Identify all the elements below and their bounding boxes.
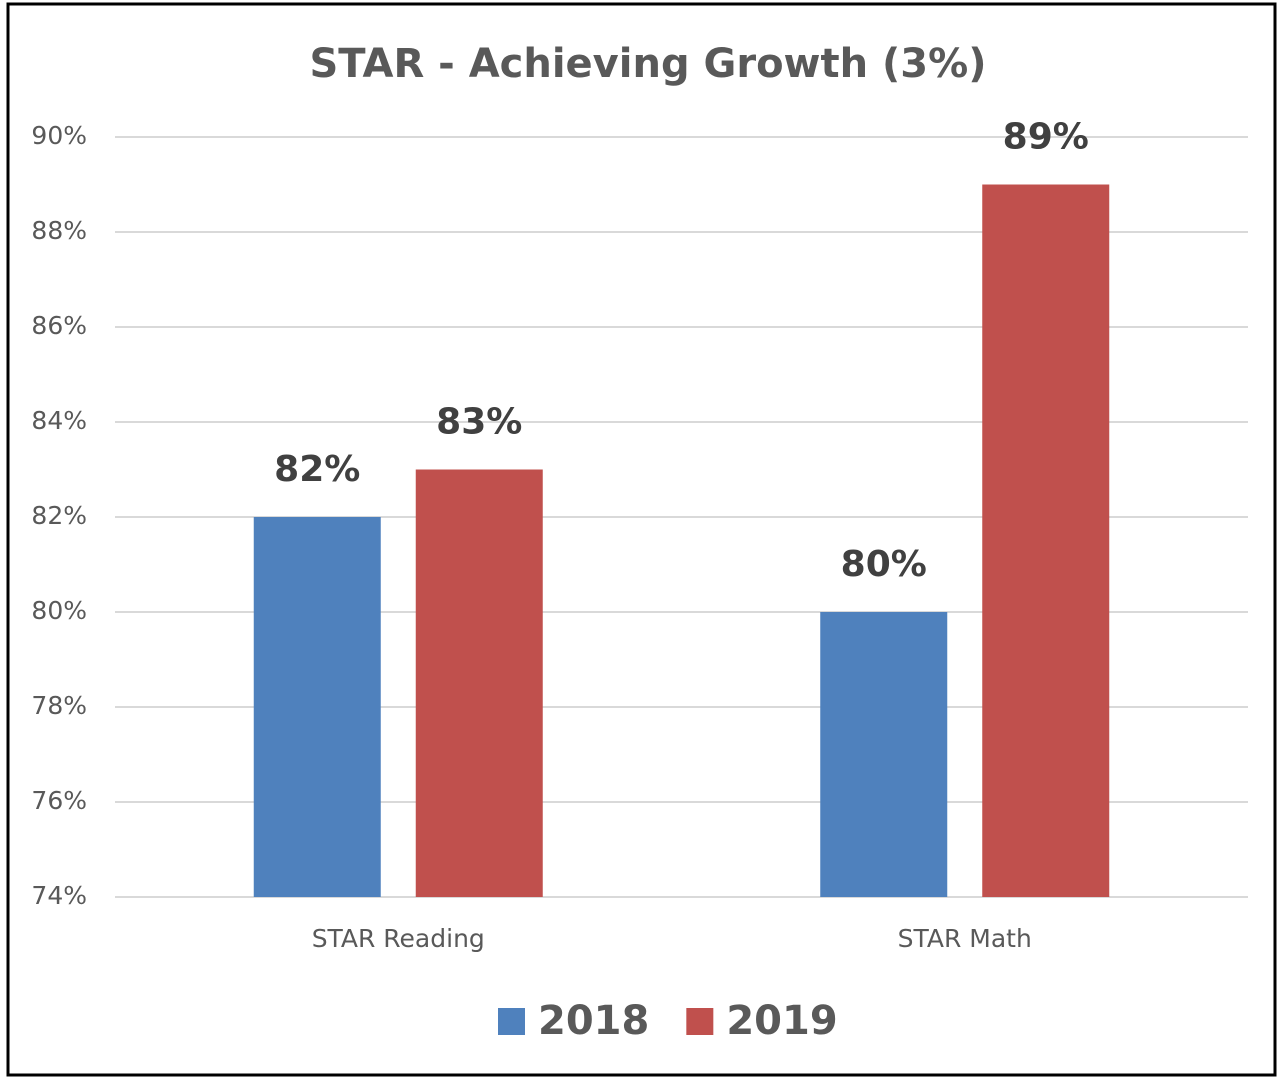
- legend-swatch: [686, 1008, 714, 1035]
- y-tick-label: 78%: [31, 691, 87, 720]
- x-tick-label: STAR Math: [898, 924, 1032, 953]
- y-tick-label: 80%: [31, 596, 87, 625]
- chart-title: STAR - Achieving Growth (3%): [310, 41, 987, 87]
- y-tick-label: 90%: [31, 121, 87, 150]
- value-label: 80%: [841, 544, 927, 585]
- bar: [415, 469, 543, 897]
- legend-label: 2019: [726, 998, 837, 1044]
- legend-label: 2018: [538, 998, 649, 1044]
- x-tick-label: STAR Reading: [312, 924, 485, 953]
- value-label: 83%: [436, 402, 522, 443]
- y-tick-label: 88%: [31, 216, 87, 245]
- y-tick-label: 76%: [31, 786, 87, 815]
- y-tick-label: 74%: [31, 881, 87, 910]
- legend-swatch: [498, 1008, 525, 1035]
- y-tick-label: 86%: [31, 311, 87, 340]
- bar: [982, 184, 1110, 897]
- y-tick-label: 84%: [31, 406, 87, 435]
- y-tick-label: 82%: [31, 501, 87, 530]
- bar: [820, 612, 948, 897]
- value-label: 89%: [1003, 117, 1089, 158]
- bar: [253, 517, 381, 897]
- value-label: 82%: [274, 449, 360, 490]
